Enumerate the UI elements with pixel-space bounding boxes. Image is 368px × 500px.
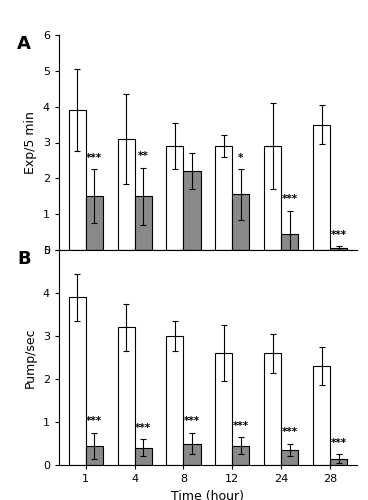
Text: ***: *** bbox=[233, 420, 249, 430]
Text: ***: *** bbox=[282, 427, 298, 437]
Text: ***: *** bbox=[135, 423, 151, 433]
Bar bbox=[313, 366, 330, 465]
X-axis label: Time (hour): Time (hour) bbox=[171, 490, 244, 500]
Bar bbox=[69, 110, 86, 250]
Bar bbox=[69, 298, 86, 465]
Text: **: ** bbox=[138, 151, 149, 161]
Bar bbox=[86, 196, 103, 250]
Bar bbox=[184, 171, 201, 250]
Y-axis label: Exp/5 min: Exp/5 min bbox=[24, 111, 37, 174]
Bar bbox=[117, 328, 135, 465]
Bar bbox=[135, 448, 152, 465]
Bar bbox=[330, 458, 347, 465]
Bar bbox=[215, 146, 232, 250]
Bar bbox=[135, 196, 152, 250]
Text: ***: *** bbox=[330, 230, 347, 240]
Text: ***: *** bbox=[184, 416, 200, 426]
Bar bbox=[330, 248, 347, 250]
Text: ***: *** bbox=[86, 153, 102, 163]
Bar bbox=[281, 450, 298, 465]
Bar bbox=[215, 353, 232, 465]
Bar bbox=[232, 194, 250, 250]
Text: A: A bbox=[17, 35, 31, 53]
X-axis label: Time (hour): Time (hour) bbox=[171, 274, 244, 287]
Text: B: B bbox=[17, 250, 31, 268]
Bar bbox=[86, 446, 103, 465]
Y-axis label: Pump/sec: Pump/sec bbox=[24, 327, 37, 388]
Text: ***: *** bbox=[282, 194, 298, 204]
Bar bbox=[166, 336, 184, 465]
Bar bbox=[281, 234, 298, 250]
Bar bbox=[166, 146, 184, 250]
Text: ***: *** bbox=[330, 438, 347, 448]
Text: *: * bbox=[238, 153, 244, 163]
Text: ***: *** bbox=[86, 416, 102, 426]
Bar bbox=[264, 353, 281, 465]
Bar bbox=[232, 446, 250, 465]
Bar bbox=[264, 146, 281, 250]
Bar bbox=[313, 124, 330, 250]
Bar bbox=[117, 139, 135, 250]
Bar bbox=[184, 444, 201, 465]
